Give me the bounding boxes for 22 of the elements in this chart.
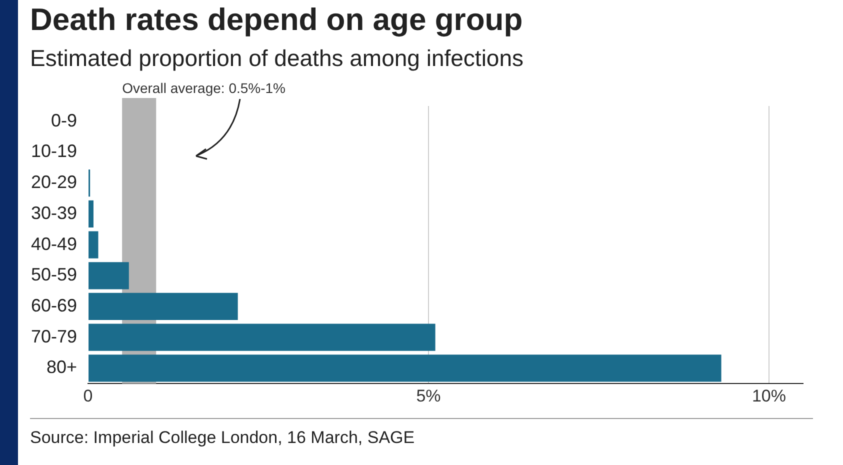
chart-subtitle: Estimated proportion of deaths among infections <box>30 45 524 72</box>
y-tick-label: 80+ <box>46 357 78 378</box>
bar <box>88 262 129 290</box>
bar <box>88 324 436 351</box>
y-tick-label: 70-79 <box>30 326 78 346</box>
y-tick-label: 50-59 <box>30 264 78 285</box>
band-label: Overall average: 0.5%-1% <box>122 80 286 96</box>
x-tick-label: 10% <box>752 386 786 406</box>
source-note: Source: Imperial College London, 16 March, SAGE <box>30 428 415 448</box>
bar <box>88 200 94 228</box>
y-tick-label: 0-9 <box>51 110 78 130</box>
chart-title: Death rates depend on age group <box>30 2 523 38</box>
bar <box>88 354 722 382</box>
y-tick-label: 40-49 <box>30 234 78 254</box>
bar <box>88 231 98 258</box>
x-tick-label: 5% <box>416 386 441 406</box>
y-tick-label: 60-69 <box>30 295 78 316</box>
y-tick-label: 10-19 <box>30 141 78 162</box>
bar <box>88 292 238 320</box>
y-tick-label: 20-29 <box>30 172 78 192</box>
y-tick-label: 30-39 <box>30 202 78 223</box>
x-tick-label: 0 <box>83 386 93 406</box>
